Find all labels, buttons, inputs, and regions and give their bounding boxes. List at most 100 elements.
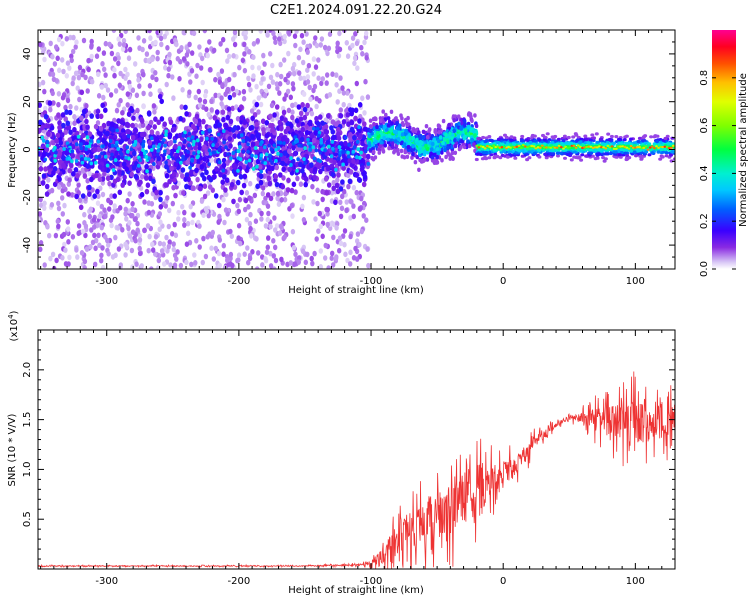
spectrogram-cell bbox=[227, 76, 232, 83]
spectrogram-cell bbox=[162, 33, 167, 40]
spectrogram-cell bbox=[312, 83, 318, 90]
spectrogram-cell bbox=[329, 189, 335, 196]
spectrogram-cell bbox=[178, 115, 183, 122]
spectrogram-cell bbox=[351, 203, 356, 209]
spectrogram-cell bbox=[106, 242, 111, 248]
spectrogram-cell bbox=[299, 136, 305, 143]
spectrogram-cell bbox=[254, 154, 258, 159]
spectrogram-cell bbox=[247, 220, 253, 227]
spectrogram-cell bbox=[217, 122, 222, 128]
spectrogram-cell bbox=[279, 73, 284, 80]
spectrogram-cell bbox=[213, 76, 218, 83]
spectrogram-cell bbox=[151, 178, 156, 185]
spectrogram-cell bbox=[136, 163, 141, 168]
spectrogram-cell bbox=[265, 152, 269, 157]
spectrogram-cell bbox=[282, 150, 288, 156]
spectrogram-cell bbox=[269, 102, 275, 109]
spectrogram-cell bbox=[124, 155, 128, 160]
spectrogram-cell bbox=[80, 228, 86, 235]
spectrogram-cell bbox=[118, 205, 123, 211]
spectrogram-cell bbox=[354, 80, 359, 87]
spectrogram-cell bbox=[248, 87, 253, 93]
spectrogram-cell bbox=[345, 112, 351, 118]
spectrogram-cell bbox=[196, 154, 200, 159]
spectrogram-cell bbox=[184, 52, 190, 58]
spectrogram-cell bbox=[123, 206, 128, 213]
spectrogram-cell bbox=[146, 247, 151, 254]
spectrogram-cell bbox=[77, 64, 83, 71]
spectrogram-cell bbox=[271, 238, 276, 244]
spectrogram-cell bbox=[364, 30, 369, 37]
spectrogram-cell bbox=[144, 155, 149, 159]
spectrogram-cell bbox=[261, 185, 266, 191]
spectrogram-cell bbox=[96, 193, 101, 199]
spectrogram-cell bbox=[185, 159, 190, 166]
spectrogram-cell bbox=[60, 254, 65, 261]
spectrogram-cell bbox=[186, 150, 190, 154]
spectrogram-cell bbox=[260, 190, 265, 197]
spectrogram-cell bbox=[124, 166, 129, 172]
spectrogram-cell bbox=[147, 140, 153, 146]
spectrogram-cell bbox=[304, 31, 309, 37]
spectrogram-cell bbox=[329, 255, 334, 261]
spectrogram-cell bbox=[318, 150, 323, 155]
spectrogram-cell bbox=[125, 145, 130, 150]
spectrogram-cell bbox=[305, 67, 310, 73]
spectrogram-cell bbox=[337, 247, 342, 254]
spectrogram-cell bbox=[110, 143, 115, 148]
spectrogram-cell bbox=[141, 144, 145, 149]
spectrogram-cell bbox=[171, 95, 176, 101]
spectrogram-cell bbox=[255, 132, 260, 139]
spectrogram-cell bbox=[241, 149, 246, 154]
spectrogram-cell bbox=[121, 41, 127, 48]
spectrogram-cell bbox=[431, 141, 435, 147]
spectrogram-cell bbox=[251, 54, 256, 60]
spectrogram-cell bbox=[294, 118, 300, 124]
spectrogram-cell bbox=[65, 60, 71, 66]
spectrogram-cell bbox=[256, 109, 261, 115]
spectrogram-cell bbox=[153, 234, 159, 240]
spectrogram-cell bbox=[263, 223, 269, 229]
spectrogram-cell bbox=[158, 204, 164, 210]
spectrogram-cell bbox=[396, 147, 400, 153]
spectrogram-cell bbox=[175, 56, 180, 62]
spectrogram-cell bbox=[231, 127, 236, 133]
spectrogram-cell bbox=[274, 158, 278, 163]
spectrogram-cell bbox=[117, 41, 123, 47]
spectrogram-cell bbox=[78, 142, 83, 147]
spectrogram-cell bbox=[247, 158, 252, 163]
spectrogram-cell bbox=[73, 70, 79, 77]
spectrogram-cell bbox=[112, 178, 118, 185]
spectrogram-cell bbox=[383, 143, 388, 148]
spectrogram-cell bbox=[341, 150, 345, 155]
spectrogram-cell bbox=[123, 30, 128, 34]
spectrogram-cell bbox=[273, 257, 279, 264]
spectrogram-cell bbox=[60, 57, 65, 63]
spectrogram-cell bbox=[324, 80, 329, 86]
spectrogram-cell bbox=[77, 197, 83, 204]
spectrogram-cell bbox=[337, 30, 342, 37]
spectrogram-cell bbox=[468, 112, 473, 117]
spectrogram-cell bbox=[347, 178, 353, 185]
spectrogram-cell bbox=[295, 168, 299, 173]
spectrogram-cell bbox=[313, 35, 318, 41]
spectrogram-cell bbox=[292, 70, 297, 77]
spectrogram-cell bbox=[418, 157, 422, 163]
spectrogram-cell bbox=[96, 46, 102, 52]
spectrogram-cell bbox=[101, 50, 107, 56]
spectrogram-cell bbox=[276, 145, 281, 150]
spectrogram-cell bbox=[250, 249, 255, 255]
spectrogram-cell bbox=[243, 30, 249, 36]
spectrogram-cell bbox=[100, 61, 105, 67]
spectrogram-cell bbox=[209, 157, 214, 163]
spectrogram-cell bbox=[199, 65, 204, 71]
spectrogram-cell bbox=[158, 219, 163, 225]
spectrogram-cell bbox=[441, 118, 446, 124]
spectrogram-cell bbox=[268, 51, 273, 57]
spectrogram-cell bbox=[264, 133, 270, 139]
spectrogram-cell bbox=[196, 121, 202, 128]
spectrogram-cell bbox=[186, 230, 191, 237]
spectrogram-cell bbox=[190, 50, 195, 56]
spectrogram-cell bbox=[352, 55, 358, 61]
